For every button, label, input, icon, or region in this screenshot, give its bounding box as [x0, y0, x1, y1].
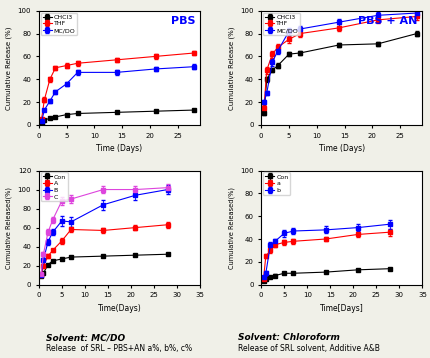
Y-axis label: Cumulative Released(%): Cumulative Released(%) [227, 187, 234, 268]
Text: Release of SRL solvent, Additive A&B: Release of SRL solvent, Additive A&B [238, 344, 379, 353]
Text: Solvent: Chloroform: Solvent: Chloroform [238, 333, 339, 342]
Text: Solvent: MC/DO: Solvent: MC/DO [46, 333, 125, 342]
Y-axis label: Cumulative Release (%): Cumulative Release (%) [227, 26, 234, 110]
X-axis label: Time(Days): Time(Days) [97, 304, 141, 313]
Y-axis label: Cumulative Released(%): Cumulative Released(%) [6, 187, 12, 268]
Y-axis label: Cumulative Release (%): Cumulative Release (%) [6, 26, 12, 110]
X-axis label: Time (Days): Time (Days) [96, 144, 142, 153]
Legend: CHCl3, THF, MC/DO: CHCl3, THF, MC/DO [262, 13, 299, 35]
Text: PBS + AN: PBS + AN [357, 16, 417, 26]
X-axis label: Time (Days): Time (Days) [318, 144, 364, 153]
X-axis label: Time[Days]: Time[Days] [319, 304, 363, 313]
Legend: Con, A, B, C: Con, A, B, C [40, 173, 68, 202]
Legend: CHCl3, THF, MC/DO: CHCl3, THF, MC/DO [40, 13, 77, 35]
Text: Release  of SRL – PBS+AN a%, b%, c%: Release of SRL – PBS+AN a%, b%, c% [46, 344, 192, 353]
Text: PBS: PBS [170, 16, 195, 26]
Legend: Con, a, b: Con, a, b [262, 173, 290, 195]
